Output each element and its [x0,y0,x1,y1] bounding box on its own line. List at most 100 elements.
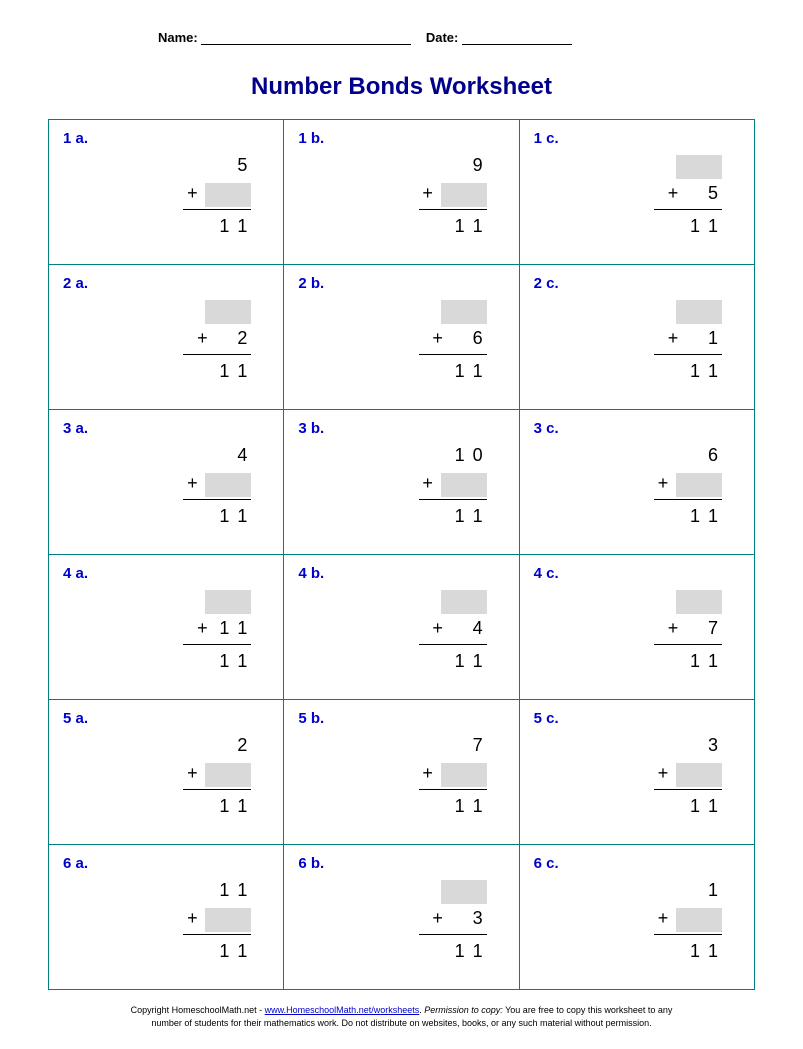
digit: 1 [215,937,233,965]
digit: 1 [451,792,469,820]
digit: 1 [215,357,233,385]
answer-box[interactable] [676,590,722,614]
digit: 1 [469,212,487,240]
digit [686,876,704,904]
problem: +11 11 [183,586,269,672]
digit: 1 [233,212,251,240]
plus-op: + [183,469,201,497]
answer-box[interactable] [676,473,722,497]
digit: 9 [469,151,487,179]
digit: 1 [451,441,469,469]
problem-label: 3 c. [534,420,740,437]
digit: 1 [469,792,487,820]
answer-box[interactable] [205,763,251,787]
plus-op: + [183,759,201,787]
answer-box[interactable] [441,300,487,324]
answer-box[interactable] [676,908,722,932]
digit [686,441,704,469]
digit: 1 [686,502,704,530]
problem-cell: 3 a. 4+ 11 [49,410,284,555]
digit: 6 [704,441,722,469]
answer-box[interactable] [205,183,251,207]
digit: 7 [704,614,722,642]
problem-label: 2 b. [298,275,504,292]
problem-cell: 4 c. + 7 11 [519,555,754,700]
date-label: Date: [426,30,459,45]
problem: 5+ 11 [183,151,269,237]
digit: 1 [451,937,469,965]
problem: + 4 11 [419,586,505,672]
problem: + 6 11 [419,296,505,382]
digit [451,614,469,642]
problem: 9+ 11 [419,151,505,237]
problem-cell: 6 c. 1+ 11 [519,845,754,990]
digit: 1 [233,876,251,904]
digit: 1 [215,614,233,642]
digit: 1 [233,614,251,642]
problem-cell: 5 a. 2+ 11 [49,700,284,845]
problem-cell: 6 b. + 3 11 [284,845,519,990]
problem-label: 3 a. [63,420,269,437]
plus-op: + [654,469,672,497]
problem: 1+ 11 [654,876,740,962]
digit: 0 [469,441,487,469]
plus-op: + [419,469,437,497]
digit: 1 [469,937,487,965]
problems-grid: 1 a. 5+ 111 b. 9+ 111 c. + 5 112 a. + 2 … [48,119,755,990]
answer-box[interactable] [205,908,251,932]
digit: 1 [451,212,469,240]
problem-cell: 6 a. 11+ 11 [49,845,284,990]
answer-box[interactable] [676,155,722,179]
digit [686,731,704,759]
answer-box[interactable] [441,763,487,787]
problem-cell: 1 c. + 5 11 [519,120,754,265]
problem-label: 5 b. [298,710,504,727]
problem-label: 4 c. [534,565,740,582]
digit: 1 [704,647,722,675]
digit [215,324,233,352]
problem-cell: 1 a. 5+ 11 [49,120,284,265]
problem-cell: 2 a. + 2 11 [49,265,284,410]
answer-box[interactable] [205,590,251,614]
digit: 1 [451,357,469,385]
digit [451,151,469,179]
problem-label: 3 b. [298,420,504,437]
name-blank[interactable] [201,31,411,45]
digit: 1 [704,937,722,965]
answer-box[interactable] [205,473,251,497]
problem: + 2 11 [183,296,269,382]
answer-box[interactable] [676,763,722,787]
digit [215,731,233,759]
answer-box[interactable] [441,473,487,497]
digit: 1 [686,357,704,385]
footer-link[interactable]: www.HomeschoolMath.net/worksheets [265,1005,420,1015]
plus-op: + [429,324,447,352]
digit: 1 [686,792,704,820]
answer-box[interactable] [441,880,487,904]
header-fields: Name: Date: [48,30,755,45]
problem-cell: 2 c. + 1 11 [519,265,754,410]
answer-box[interactable] [441,590,487,614]
plus-op: + [664,324,682,352]
answer-box[interactable] [205,300,251,324]
digit: 1 [215,876,233,904]
plus-op: + [193,324,211,352]
digit: 1 [704,792,722,820]
answer-box[interactable] [441,183,487,207]
digit: 1 [704,876,722,904]
problem-cell: 5 c. 3+ 11 [519,700,754,845]
plus-op: + [419,759,437,787]
plus-op: + [664,179,682,207]
digit [451,324,469,352]
problem-cell: 5 b. 7+ 11 [284,700,519,845]
problem-label: 1 b. [298,130,504,147]
problem-label: 6 a. [63,855,269,872]
date-blank[interactable] [462,31,572,45]
answer-box[interactable] [676,300,722,324]
page-title: Number Bonds Worksheet [48,73,755,101]
digit: 1 [215,792,233,820]
digit: 2 [233,731,251,759]
problem-label: 5 a. [63,710,269,727]
problem-cell: 3 c. 6+ 11 [519,410,754,555]
problem-cell: 4 b. + 4 11 [284,555,519,700]
